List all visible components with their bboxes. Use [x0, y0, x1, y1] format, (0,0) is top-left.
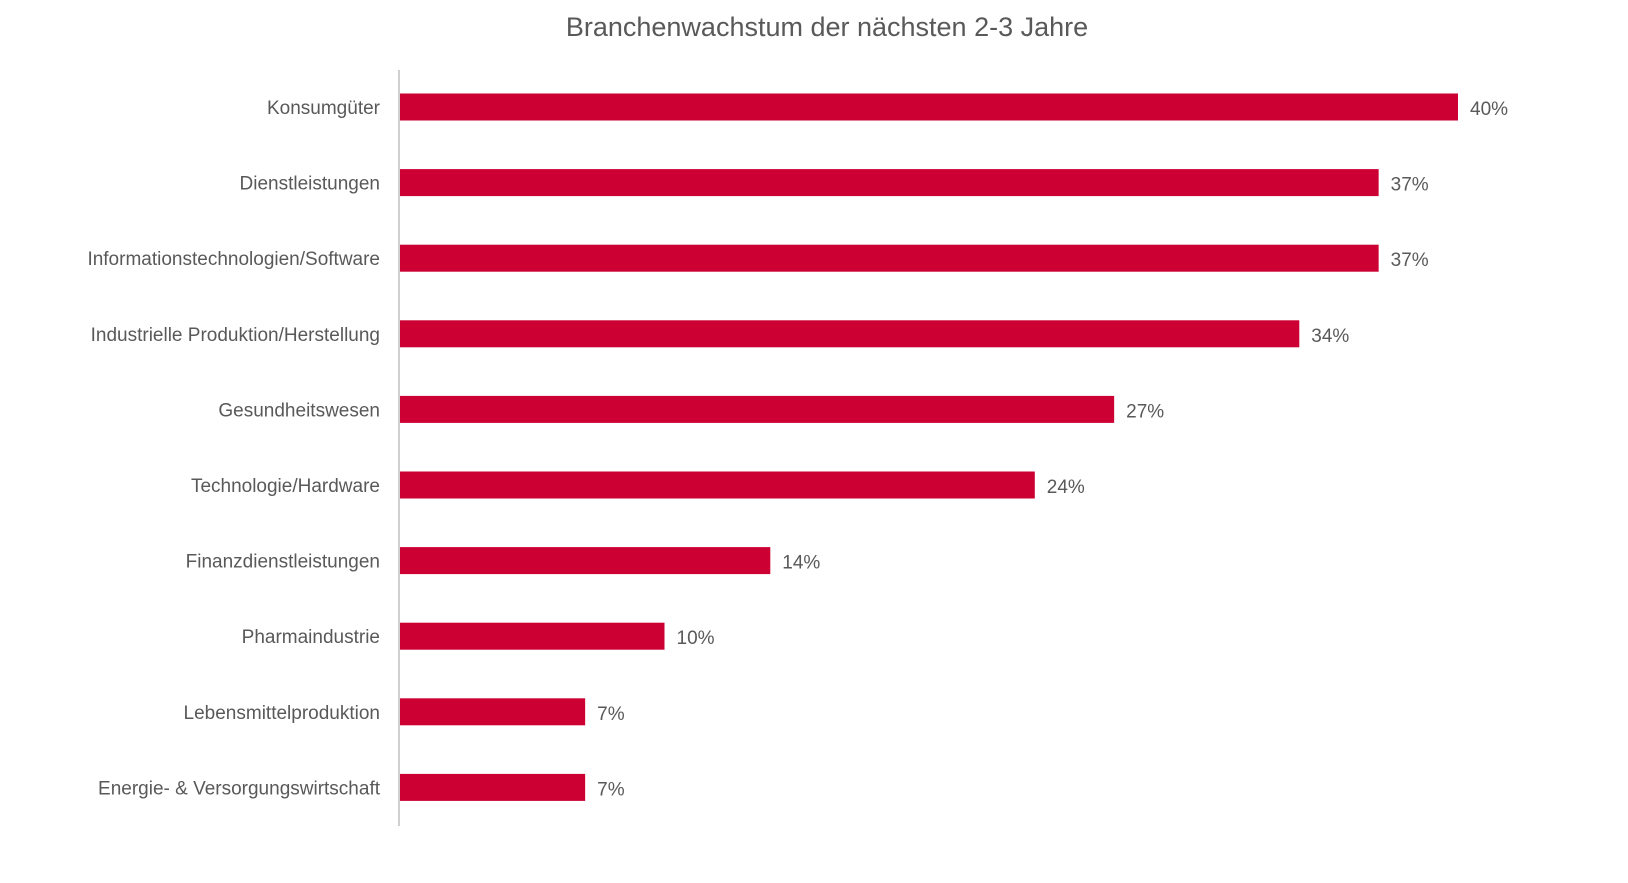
bar	[400, 622, 665, 650]
bar	[400, 773, 586, 801]
value-label: 24%	[1047, 477, 1085, 498]
bar	[400, 320, 1300, 348]
category-label: Informationstechnologien/Software	[87, 249, 380, 270]
bar	[400, 395, 1115, 423]
chart-title: Branchenwachstum der nächsten 2-3 Jahre	[565, 12, 1089, 42]
category-label: Gesundheitswesen	[218, 400, 380, 421]
value-label: 37%	[1391, 175, 1429, 196]
category-label: Energie- & Versorgungswirtschaft	[98, 778, 381, 799]
bar	[400, 698, 586, 726]
value-label: 27%	[1126, 401, 1164, 422]
bar	[400, 93, 1458, 121]
value-label: 37%	[1391, 250, 1429, 271]
category-label: Industrielle Produktion/Herstellung	[91, 325, 380, 346]
category-label: Konsumgüter	[267, 98, 381, 119]
bar	[400, 471, 1035, 499]
value-label: 14%	[782, 553, 820, 574]
bar	[400, 169, 1379, 197]
value-label: 34%	[1311, 326, 1349, 347]
bar	[400, 244, 1379, 272]
value-label: 40%	[1470, 99, 1508, 120]
category-label: Pharmaindustrie	[242, 627, 380, 648]
value-label: 7%	[597, 779, 625, 800]
category-label: Technologie/Hardware	[191, 476, 380, 497]
category-label: Dienstleistungen	[240, 174, 380, 195]
bar	[400, 547, 771, 575]
value-label: 10%	[677, 628, 715, 649]
value-label: 7%	[597, 704, 625, 725]
category-label: Lebensmittelproduktion	[184, 703, 380, 724]
category-label: Finanzdienstleistungen	[186, 552, 380, 573]
